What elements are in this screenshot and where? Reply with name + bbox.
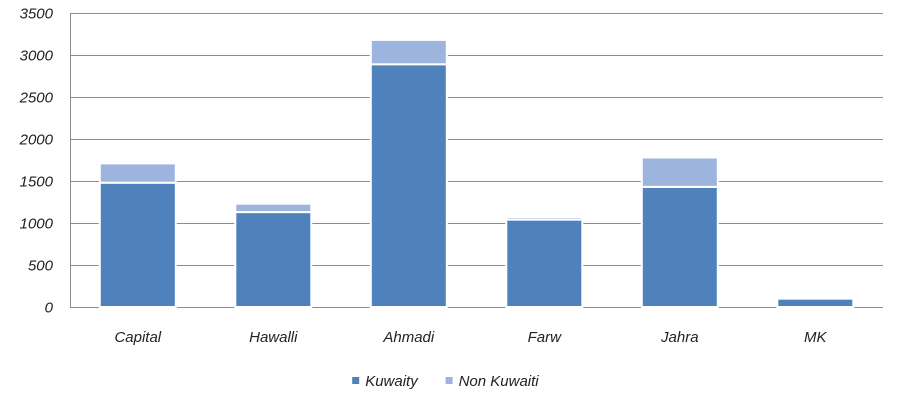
x-category-label: Hawalli <box>249 329 298 346</box>
y-tick-label: 3000 <box>20 48 54 65</box>
legend-swatch <box>445 377 453 384</box>
x-category-label: Farw <box>528 329 563 346</box>
legend: Kuwaity Non Kuwaiti <box>352 373 539 390</box>
legend-label: Non Kuwaiti <box>459 373 540 390</box>
y-tick-label: 3500 <box>20 6 54 23</box>
bar-kuwaity-hawalli <box>234 211 313 309</box>
x-category-label: Capital <box>114 329 161 346</box>
bar-kuwaity-capital <box>98 181 177 308</box>
y-tick-label: 500 <box>28 258 54 275</box>
bar-non-kuwaiti-capital <box>98 162 177 184</box>
gridlines <box>70 13 883 308</box>
bar-kuwaity-ahmadi <box>369 63 448 308</box>
bar-non-kuwaiti-hawalli <box>234 202 313 214</box>
bar-non-kuwaiti-jahra <box>640 156 719 188</box>
bars <box>98 38 855 309</box>
x-category-label: Ahmadi <box>382 329 435 346</box>
x-axis-categories: Capital Hawalli Ahmadi Farw Jahra MK <box>114 329 827 346</box>
bar-kuwaity-farw <box>505 218 584 309</box>
bar-non-kuwaiti-ahmadi <box>369 38 448 66</box>
y-tick-label: 1000 <box>20 216 54 233</box>
y-tick-label: 2500 <box>19 90 54 107</box>
legend-swatch <box>352 377 360 384</box>
bar-non-kuwaiti-farw <box>505 216 584 221</box>
y-axis-ticks: 0 500 1000 1500 2000 2500 3000 3500 <box>19 6 54 317</box>
y-tick-label: 0 <box>45 300 54 317</box>
legend-label: Kuwaity <box>365 373 419 390</box>
x-category-label: MK <box>804 329 827 346</box>
bar-kuwaity-jahra <box>640 185 719 308</box>
x-category-label: Jahra <box>660 329 699 346</box>
y-tick-label: 2000 <box>19 132 54 149</box>
bar-kuwaity-mk <box>776 297 855 309</box>
y-tick-label: 1500 <box>20 174 54 191</box>
